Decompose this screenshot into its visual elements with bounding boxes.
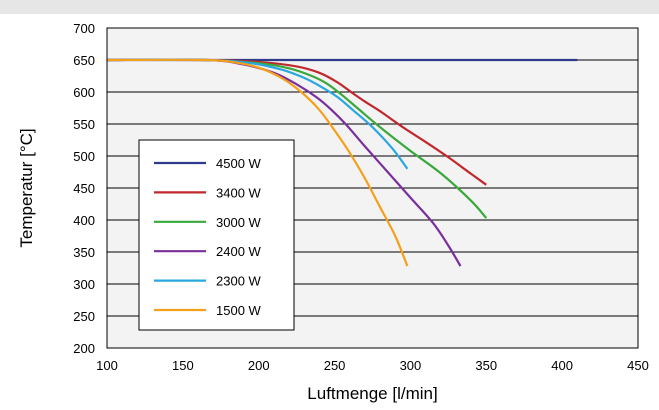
legend-label: 2300 W	[216, 274, 262, 289]
x-tick-label: 250	[324, 358, 346, 373]
legend-label: 4500 W	[216, 156, 262, 171]
legend-label: 2400 W	[216, 244, 262, 259]
y-tick-label: 500	[73, 149, 95, 164]
y-tick-label: 600	[73, 85, 95, 100]
y-tick-label: 400	[73, 213, 95, 228]
series-line	[106, 58, 409, 267]
y-tick-label: 300	[73, 277, 95, 292]
y-tick-label: 200	[73, 341, 95, 356]
legend-label: 1500 W	[216, 303, 262, 318]
y-tick-label: 350	[73, 245, 95, 260]
y-axis-label: Temperatur [°C]	[17, 128, 36, 247]
y-axis-ticks: 200 250 300 350 400 450 500 550 600 650 700	[73, 21, 95, 356]
legend-label: 3000 W	[216, 215, 262, 230]
x-tick-label: 150	[172, 358, 194, 373]
y-tick-label: 700	[73, 21, 95, 36]
legend-box	[138, 139, 295, 331]
series-lines	[106, 58, 578, 267]
x-tick-label: 400	[551, 358, 573, 373]
legend: 4500 W 3400 W 3000 W 2400 W 2300 W 1500 W	[138, 139, 295, 331]
y-tick-label: 650	[73, 53, 95, 68]
series-line	[106, 58, 487, 186]
y-tick-label: 250	[73, 309, 95, 324]
x-tick-label: 200	[248, 358, 270, 373]
plot-frame	[106, 27, 639, 349]
y-tick-label: 450	[73, 181, 95, 196]
x-tick-label: 300	[400, 358, 422, 373]
top-band	[0, 0, 659, 14]
x-axis-label: Luftmenge [l/min]	[307, 384, 437, 403]
legend-label: 3400 W	[216, 185, 262, 200]
y-tick-label: 550	[73, 117, 95, 132]
x-tick-label: 100	[96, 358, 118, 373]
x-tick-label: 350	[475, 358, 497, 373]
x-axis-ticks: 100 150 200 250 300 350 400 450	[96, 358, 649, 373]
x-tick-label: 450	[627, 358, 649, 373]
